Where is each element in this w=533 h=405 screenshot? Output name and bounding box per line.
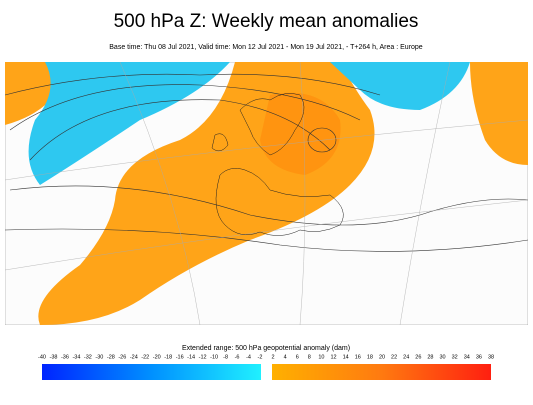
colorbar-tick-label: 26 [415, 354, 421, 360]
colorbar-tick-label: 38 [488, 354, 494, 360]
colorbar-tick-label: 32 [452, 354, 458, 360]
colorbar-tick-label: 24 [403, 354, 409, 360]
colorbar-negative [42, 364, 261, 380]
colorbar-tick-label: 30 [439, 354, 445, 360]
colorbar-tick-label: 10 [318, 354, 324, 360]
colorbar-tick-label: -2 [258, 354, 263, 360]
colorbar-tick-label: -12 [199, 354, 207, 360]
colorbar-tick-label: 2 [271, 354, 274, 360]
colorbar-tick-label: 6 [296, 354, 299, 360]
colorbar-tick-label: -40 [38, 354, 46, 360]
colorbar-ticks: -40 -38 -36 -34 -32 -30 -28 -26 -24 -22 -20 -18 -16-… [38, 354, 494, 360]
colorbar-tick-label: 16 [355, 354, 361, 360]
colorbar-tick-label: -26 [118, 354, 126, 360]
colorbar-tick-label: 20 [379, 354, 385, 360]
subtitle: Base time: Thu 08 Jul 2021, Valid time: … [109, 44, 423, 51]
colorbar-tick-label: -6 [235, 354, 240, 360]
colorbar-tick-label: 12 [330, 354, 336, 360]
colorbar-tick-label: -28 [107, 354, 115, 360]
colorbar-tick-label: -10 [210, 354, 218, 360]
colorbar-tick-label: -24 [130, 354, 138, 360]
colorbar-tick-label: -22 [141, 354, 149, 360]
colorbar-tick-label: -38 [49, 354, 57, 360]
colorbar-tick-label: 4 [284, 354, 287, 360]
colorbar-tick-label: -18 [164, 354, 172, 360]
colorbar-tick-label: 22 [391, 354, 397, 360]
colorbar-positive [272, 364, 491, 380]
colorbar-tick-label: -14 [187, 354, 195, 360]
colorbar-tick-label: 34 [464, 354, 470, 360]
colorbar-tick-label: -36 [61, 354, 69, 360]
map [5, 62, 528, 325]
colorbar-tick-label: -34 [72, 354, 80, 360]
colorbar-tick-label: -30 [95, 354, 103, 360]
colorbar-tick-label: -20 [153, 354, 161, 360]
colorbar-tick-label: 8 [308, 354, 311, 360]
colorbar-tick-label: -4 [246, 354, 251, 360]
colorbar-label: Extended range: 500 hPa geopotential ano… [182, 345, 350, 352]
colorbar-tick-label: 28 [427, 354, 433, 360]
colorbar-tick-label: 36 [476, 354, 482, 360]
title: 500 hPa Z: Weekly mean anomalies [114, 11, 419, 32]
colorbar-tick-label: -16 [176, 354, 184, 360]
colorbar-tick-label: -32 [84, 354, 92, 360]
colorbar-tick-label: 18 [367, 354, 373, 360]
colorbar-tick-label: -8 [223, 354, 228, 360]
colorbar-tick-label: 14 [343, 354, 349, 360]
